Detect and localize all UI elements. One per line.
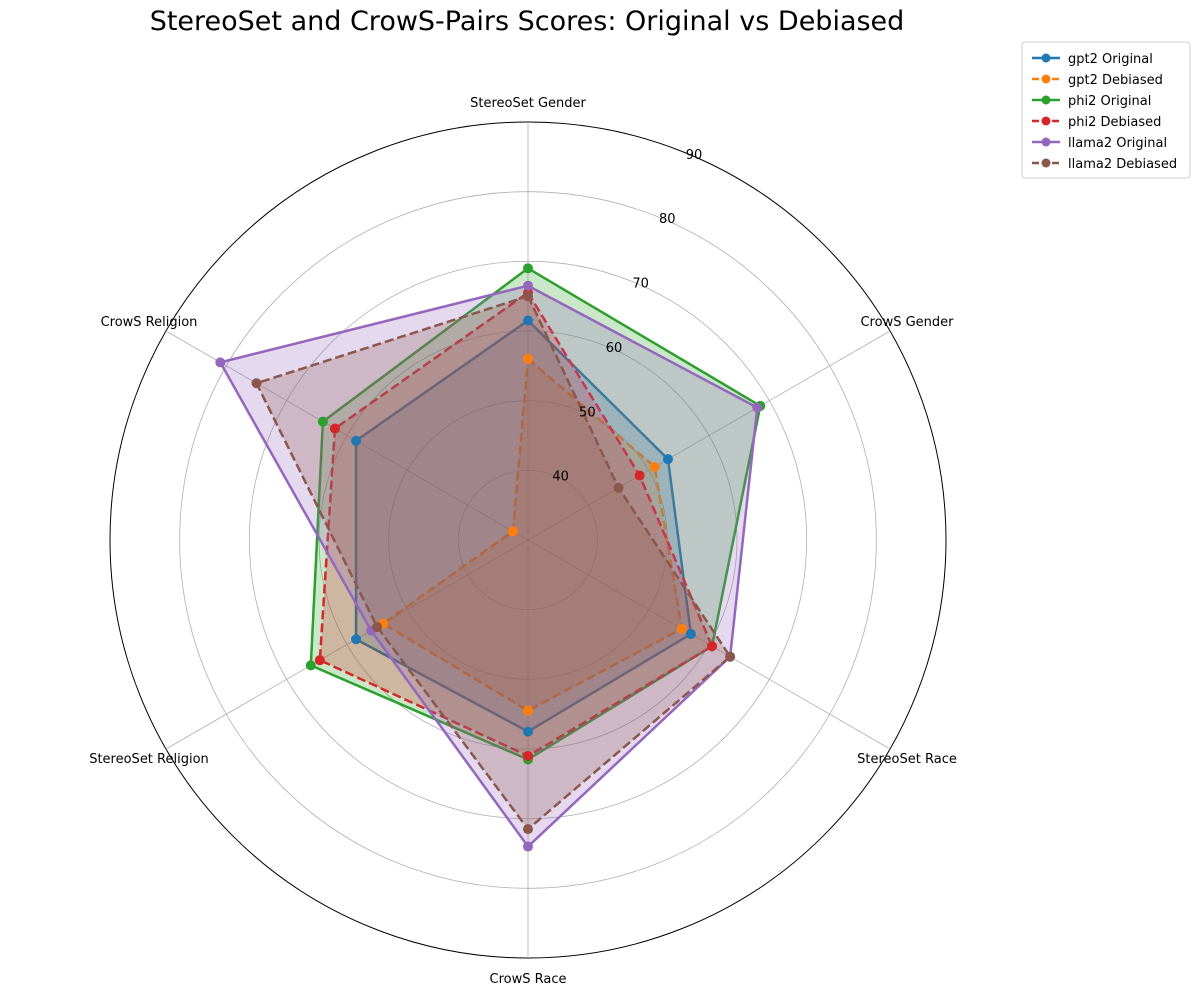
legend-label-gpt2-original: gpt2 Original bbox=[1068, 52, 1153, 67]
point-phi2-debiased-crows-gender bbox=[634, 470, 645, 481]
spoke-crows-religion bbox=[165, 330, 529, 541]
tick-layer: 40 50 60 70 80 90 bbox=[552, 148, 702, 485]
category-label-crows-race: CrowS Race bbox=[490, 972, 567, 987]
legend-label-llama2-debiased: llama2 Debiased bbox=[1068, 157, 1177, 172]
point-llama2-debiased-crows-gender bbox=[613, 482, 624, 493]
legend: gpt2 Original gpt2 Debiased phi2 Original p… bbox=[1021, 41, 1191, 179]
legend-marker-llama2-debiased bbox=[1041, 158, 1051, 168]
legend-marker-gpt2-debiased bbox=[1041, 74, 1051, 84]
marker-layer bbox=[215, 263, 766, 852]
point-gpt2-original-stereoset-race bbox=[685, 629, 696, 640]
point-gpt2-debiased-stereoset-race bbox=[676, 623, 687, 634]
point-llama2-original-crows-religion bbox=[215, 357, 226, 368]
point-llama2-debiased-stereoset-race bbox=[725, 651, 736, 662]
point-gpt2-debiased-crows-gender bbox=[649, 461, 660, 472]
point-phi2-debiased-crows-religion bbox=[329, 423, 340, 434]
point-gpt2-original-crows-gender bbox=[662, 454, 673, 465]
point-gpt2-debiased-crows-race bbox=[523, 705, 533, 716]
point-phi2-original-stereoset-religion bbox=[305, 660, 316, 671]
series-fill-phi2-original bbox=[310, 268, 761, 760]
point-llama2-debiased-crows-religion bbox=[251, 378, 262, 389]
point-phi2-debiased-stereoset-religion bbox=[314, 655, 325, 666]
category-label-stereoset-gender: StereoSet Gender bbox=[470, 96, 586, 111]
point-gpt2-original-stereoset-religion bbox=[351, 634, 362, 645]
category-label-layer: StereoSet Gender CrowS Gender StereoSet Ra… bbox=[89, 96, 957, 987]
category-label-crows-gender: CrowS Gender bbox=[860, 315, 954, 330]
point-gpt2-original-crows-religion bbox=[351, 435, 362, 446]
legend-label-phi2-debiased: phi2 Debiased bbox=[1068, 115, 1161, 130]
r-tick-label-90: 90 bbox=[686, 148, 703, 163]
legend-label-llama2-original: llama2 Original bbox=[1068, 136, 1167, 151]
point-gpt2-original-crows-race bbox=[523, 726, 533, 737]
point-gpt2-debiased-stereoset-gender bbox=[523, 353, 533, 364]
r-tick-label-50: 50 bbox=[579, 405, 596, 420]
r-tick-label-70: 70 bbox=[632, 277, 649, 292]
spoke-stereoset-religion bbox=[165, 539, 529, 750]
r-tick-label-40: 40 bbox=[552, 470, 569, 485]
category-label-stereoset-race: StereoSet Race bbox=[857, 752, 957, 767]
category-label-stereoset-religion: StereoSet Religion bbox=[89, 752, 209, 767]
r-tick-label-60: 60 bbox=[606, 341, 623, 356]
point-phi2-debiased-stereoset-race bbox=[707, 641, 718, 652]
legend-marker-llama2-original bbox=[1041, 137, 1051, 147]
category-label-crows-religion: CrowS Religion bbox=[101, 315, 198, 330]
spoke-crows-gender bbox=[527, 330, 891, 541]
point-llama2-debiased-crows-race bbox=[523, 824, 533, 835]
legend-label-phi2-original: phi2 Original bbox=[1068, 94, 1151, 109]
point-phi2-debiased-crows-race bbox=[523, 750, 533, 761]
point-gpt2-original-stereoset-gender bbox=[523, 315, 533, 326]
point-gpt2-debiased-crows-religion bbox=[507, 526, 518, 537]
point-phi2-original-stereoset-gender bbox=[523, 263, 533, 274]
r-tick-label-80: 80 bbox=[659, 212, 676, 227]
point-llama2-debiased-stereoset-gender bbox=[523, 291, 533, 302]
legend-frame bbox=[1021, 41, 1191, 179]
chart-title: StereoSet and CrowS-Pairs Scores: Origin… bbox=[150, 6, 905, 37]
point-llama2-original-crows-race bbox=[523, 841, 533, 852]
series-fill-gpt2-original bbox=[356, 320, 691, 732]
series-layer bbox=[219, 267, 762, 848]
legend-marker-phi2-original bbox=[1041, 95, 1051, 105]
series-fill-gpt2-debiased bbox=[383, 358, 682, 711]
point-llama2-original-stereoset-gender bbox=[523, 280, 533, 291]
series-fill-phi2-debiased bbox=[319, 292, 713, 756]
legend-marker-phi2-debiased bbox=[1041, 116, 1051, 126]
series-fill-llama2-original bbox=[220, 285, 758, 847]
point-phi2-original-crows-religion bbox=[317, 416, 328, 427]
series-fill-llama2-debiased bbox=[256, 296, 731, 830]
point-llama2-debiased-stereoset-religion bbox=[372, 622, 383, 633]
grid-layer bbox=[109, 121, 947, 959]
legend-marker-gpt2-original bbox=[1041, 53, 1051, 63]
legend-label-gpt2-debiased: gpt2 Debiased bbox=[1068, 73, 1163, 88]
point-llama2-original-crows-gender bbox=[752, 402, 763, 413]
